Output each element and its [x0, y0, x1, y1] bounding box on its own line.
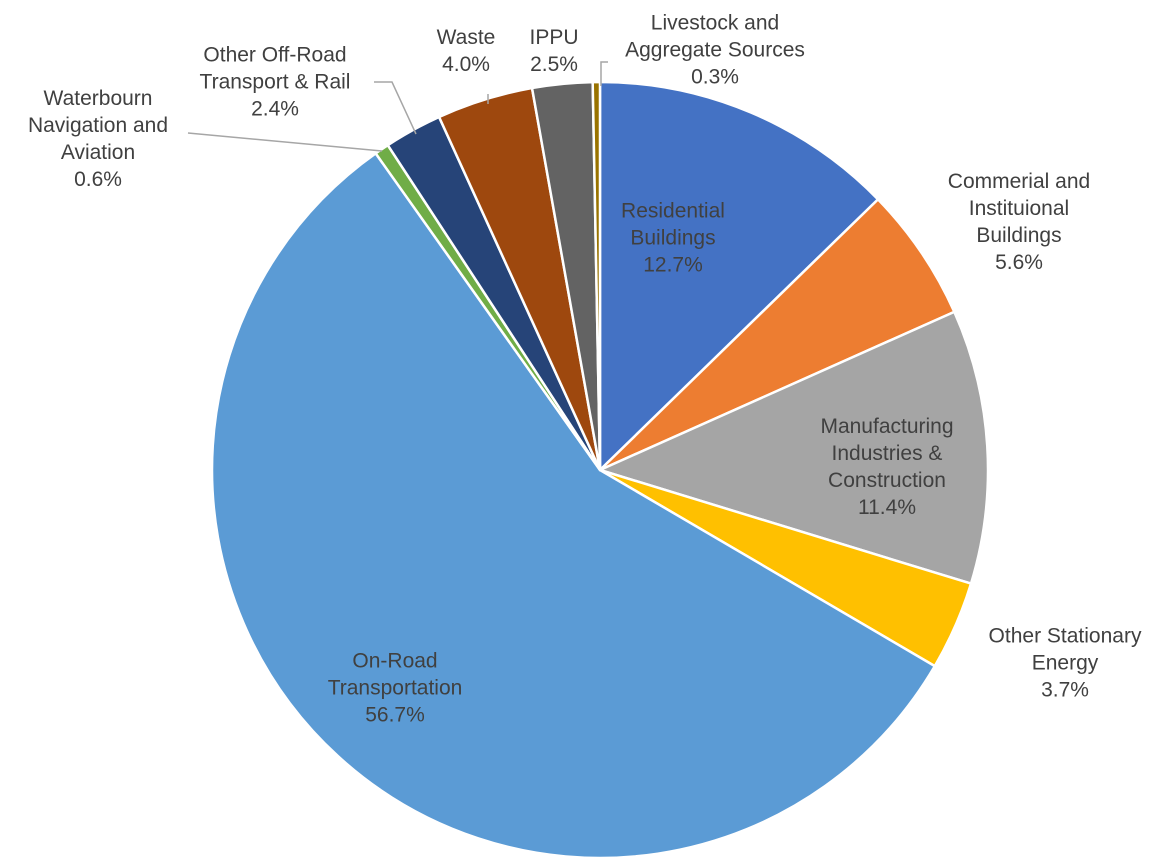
- value-label: 56.7%: [365, 703, 425, 727]
- category-label: Manufacturing Industries & Construction: [820, 415, 954, 492]
- category-label: Other Off-Road Transport & Rail: [199, 43, 351, 94]
- category-label: Waterbourn Navigation and Aviation: [27, 87, 169, 164]
- value-label: 4.0%: [442, 53, 490, 76]
- value-label: 12.7%: [643, 253, 703, 277]
- slice: [598, 310, 990, 585]
- data-label: Other Off-Road Transport & Rail 2.4%: [190, 42, 360, 123]
- category-label: IPPU: [529, 26, 579, 49]
- leader-line: [187, 132, 383, 152]
- value-label: 0.3%: [691, 65, 739, 89]
- data-label: Livestock and Aggregate Sources 0.3%: [618, 10, 813, 91]
- value-label: 3.7%: [1041, 678, 1089, 702]
- data-label: Waste 4.0%: [431, 24, 501, 78]
- value-label: 2.5%: [530, 53, 578, 76]
- pie: [210, 80, 990, 860]
- data-label: Residential Buildings 12.7%: [608, 198, 738, 279]
- category-label: On-Road Transportation: [327, 649, 463, 700]
- category-label: Other Stationary Energy: [988, 624, 1142, 675]
- category-label: Livestock and Aggregate Sources: [625, 11, 805, 62]
- value-label: 5.6%: [995, 251, 1043, 274]
- value-label: 2.4%: [251, 97, 299, 121]
- category-label: Residential Buildings: [621, 199, 725, 250]
- slice: [591, 80, 602, 472]
- data-label: Waterbourn Navigation and Aviation 0.6%: [18, 85, 178, 193]
- data-label: Commerial and Instituional Buildings 5.6%: [927, 168, 1112, 276]
- leader-line: [600, 61, 608, 86]
- slice: [598, 80, 880, 472]
- category-label: Commerial and Instituional Buildings: [947, 170, 1091, 247]
- leader-line: [374, 81, 417, 135]
- data-label: Other Stationary Energy 3.7%: [975, 623, 1155, 704]
- value-label: 11.4%: [858, 496, 916, 519]
- slice: [210, 152, 937, 860]
- value-label: 0.6%: [74, 168, 122, 191]
- data-label: On-Road Transportation 56.7%: [315, 648, 475, 729]
- data-label: Manufacturing Industries & Construction 1…: [805, 413, 970, 521]
- slice: [598, 198, 956, 472]
- data-label: IPPU 2.5%: [519, 24, 589, 78]
- category-label: Waste: [436, 26, 496, 49]
